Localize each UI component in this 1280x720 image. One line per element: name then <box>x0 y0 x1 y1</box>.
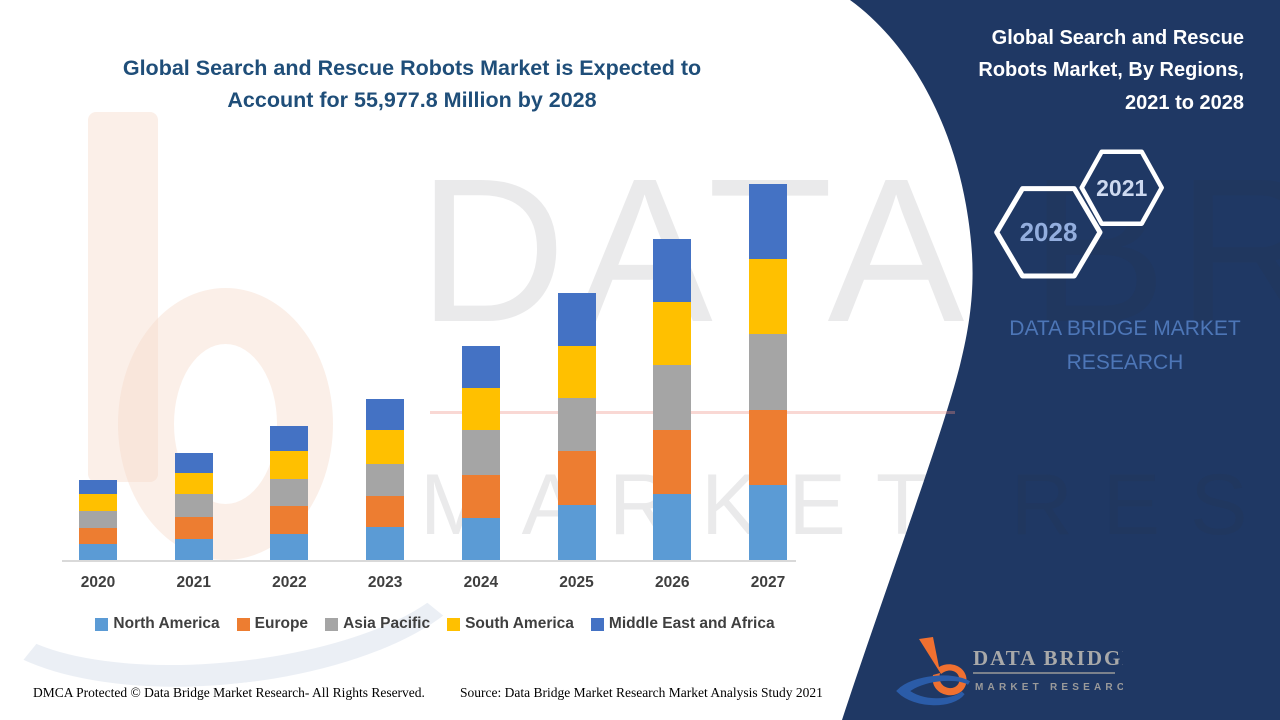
x-axis-label-2022: 2022 <box>272 574 307 591</box>
bar-2024-middle-east-and-africa <box>461 346 500 388</box>
bar-2021-asia-pacific <box>174 494 213 517</box>
bar-2024-south-america <box>461 388 500 430</box>
logo-wordmark: DATA BRIDGE <box>973 646 1123 670</box>
bar-2022-asia-pacific <box>270 479 309 506</box>
bar-2024-europe <box>461 475 500 518</box>
x-axis-label-2024: 2024 <box>463 574 499 591</box>
x-axis-label-2023: 2023 <box>367 574 403 591</box>
hexagon-2028-badge <box>994 186 1103 279</box>
legend-item-asia-pacific: Asia Pacific <box>325 615 430 633</box>
legend-item-north-america: North America <box>95 615 220 633</box>
x-axis-label-2021: 2021 <box>176 574 211 591</box>
panel-brand-text: DATA BRIDGE MARKET RESEARCH <box>1009 317 1241 374</box>
year-badges: 2028 2021 <box>994 149 1164 279</box>
bar-2025-europe <box>557 451 596 505</box>
bar-2023-middle-east-and-africa <box>366 399 405 430</box>
legend-label: Europe <box>254 615 309 632</box>
legend-label: South America <box>465 615 574 632</box>
legend-label: Asia Pacific <box>343 615 431 632</box>
source-note: Source: Data Bridge Market Research Mark… <box>460 685 823 700</box>
bar-2026-middle-east-and-africa <box>653 239 692 302</box>
panel-title-line1: Global Search and Rescue <box>991 27 1244 49</box>
badge-2028-label: 2028 <box>1020 217 1078 247</box>
pink-accent-line <box>430 411 955 414</box>
legend-swatch-icon <box>95 617 109 631</box>
bar-2027-asia-pacific <box>748 334 787 410</box>
bar-2020-asia-pacific <box>79 511 117 528</box>
hexagon-2021-badge <box>1079 149 1164 226</box>
company-logo: DATA BRIDGE MARKET RESEARCH <box>896 637 1123 706</box>
bar-2025-south-america <box>557 346 596 398</box>
bar-2022-europe <box>270 506 309 534</box>
bar-2023-europe <box>366 496 405 527</box>
bar-2027-south-america <box>748 259 787 334</box>
bar-2022-north-america <box>270 534 309 560</box>
bar-2023-south-america <box>366 430 405 464</box>
bar-2025-north-america <box>557 505 596 560</box>
logo-swoosh-icon <box>896 675 971 706</box>
chart-title: Global Search and Rescue Robots Market i… <box>92 52 732 117</box>
legend-label: Middle East and Africa <box>608 615 775 632</box>
bar-2021-middle-east-and-africa <box>174 453 213 473</box>
bar-2026-north-america <box>653 494 692 560</box>
x-axis-label-2027: 2027 <box>750 574 786 591</box>
bar-2020-middle-east-and-africa <box>79 480 117 494</box>
legend-label: North America <box>113 615 220 632</box>
chart-title-line1: Global Search and Rescue Robots Market i… <box>122 56 702 80</box>
badge-2021-label: 2021 <box>1096 175 1147 201</box>
legend-swatch-icon <box>447 617 461 631</box>
bar-2021-south-america <box>174 473 213 494</box>
chart-legend: North America Europe Asia Pacific South Ame… <box>40 615 830 633</box>
legend-item-south-america: South America <box>447 615 574 633</box>
x-axis-label-2025: 2025 <box>559 574 594 591</box>
legend-item-europe: Europe <box>236 615 309 633</box>
logo-subtext: MARKET RESEARCH <box>975 682 1123 693</box>
bar-2021-europe <box>174 517 213 539</box>
legend-swatch-icon <box>325 617 339 631</box>
bar-2026-asia-pacific <box>653 365 692 430</box>
bar-2022-south-america <box>270 451 309 479</box>
legend-item-middle-east-and-africa: Middle East and Africa <box>590 615 775 633</box>
bar-2027-north-america <box>748 485 787 560</box>
bar-2020-south-america <box>79 494 117 511</box>
panel-title: Global Search and Rescue Robots Market, … <box>914 22 1244 119</box>
legend-swatch-icon <box>236 617 250 631</box>
side-panel-curve <box>842 0 1280 720</box>
dmca-notice: DMCA Protected © Data Bridge Market Rese… <box>33 685 425 700</box>
logo-b-icon <box>919 637 967 696</box>
bar-2024-north-america <box>461 518 500 560</box>
panel-title-line2: Robots Market, By Regions, <box>978 59 1244 82</box>
bar-2025-asia-pacific <box>557 398 596 451</box>
bar-2024-asia-pacific <box>461 430 500 475</box>
bar-2027-middle-east-and-africa <box>748 184 787 259</box>
bar-2020-europe <box>79 528 117 544</box>
x-axis-line <box>62 560 796 562</box>
bar-2020-north-america <box>79 544 117 560</box>
bar-2022-middle-east-and-africa <box>270 426 309 451</box>
panel-title-line3: 2021 to 2028 <box>1125 91 1244 114</box>
x-axis-label-2020: 2020 <box>80 574 116 591</box>
bar-2026-south-america <box>653 302 692 365</box>
chart-title-line2: Account for 55,977.8 Million by 2028 <box>227 88 597 113</box>
bar-2021-north-america <box>174 539 213 560</box>
brand-watermark-line2: MARKET RESEARCH <box>420 457 1280 553</box>
legend-swatch-icon <box>590 617 604 631</box>
x-axis-label-2026: 2026 <box>655 574 690 591</box>
bar-2027-europe <box>748 410 787 485</box>
bar-2026-europe <box>653 430 692 494</box>
bar-2025-middle-east-and-africa <box>557 293 596 346</box>
bar-2023-asia-pacific <box>366 464 405 496</box>
bar-2023-north-america <box>366 527 405 560</box>
